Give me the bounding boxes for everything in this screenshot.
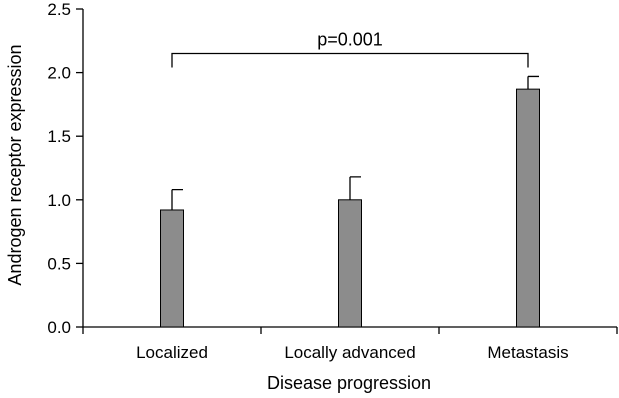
error-bar (349, 176, 361, 200)
x-tick-label: Locally advanced (284, 343, 415, 362)
x-axis-title: Disease progression (267, 373, 431, 393)
y-tick-label: 2.0 (47, 64, 71, 83)
x-axis: Localized Locally advanced Metastasis (82, 326, 618, 362)
error-bar (171, 188, 183, 210)
y-axis-title: Androgen receptor expression (5, 44, 25, 285)
y-axis: 0.0 0.5 1.0 1.5 2.0 2.5 (47, 0, 84, 337)
y-tick-label: 1.0 (47, 191, 71, 210)
annotations: p=0.001 (171, 30, 529, 68)
bar (338, 199, 362, 328)
y-tick-label: 1.5 (47, 127, 71, 146)
y-tick-label: 0.0 (47, 318, 71, 337)
p-value-label: p=0.001 (317, 30, 383, 50)
bars (160, 75, 540, 328)
error-bar (527, 75, 539, 90)
bar (160, 209, 184, 328)
bar (516, 88, 540, 328)
x-tick-label: Localized (136, 343, 208, 362)
y-tick-label: 2.5 (47, 0, 71, 19)
x-tick-label: Metastasis (487, 343, 568, 362)
y-tick-label: 0.5 (47, 254, 71, 273)
significance-bracket (171, 52, 529, 68)
